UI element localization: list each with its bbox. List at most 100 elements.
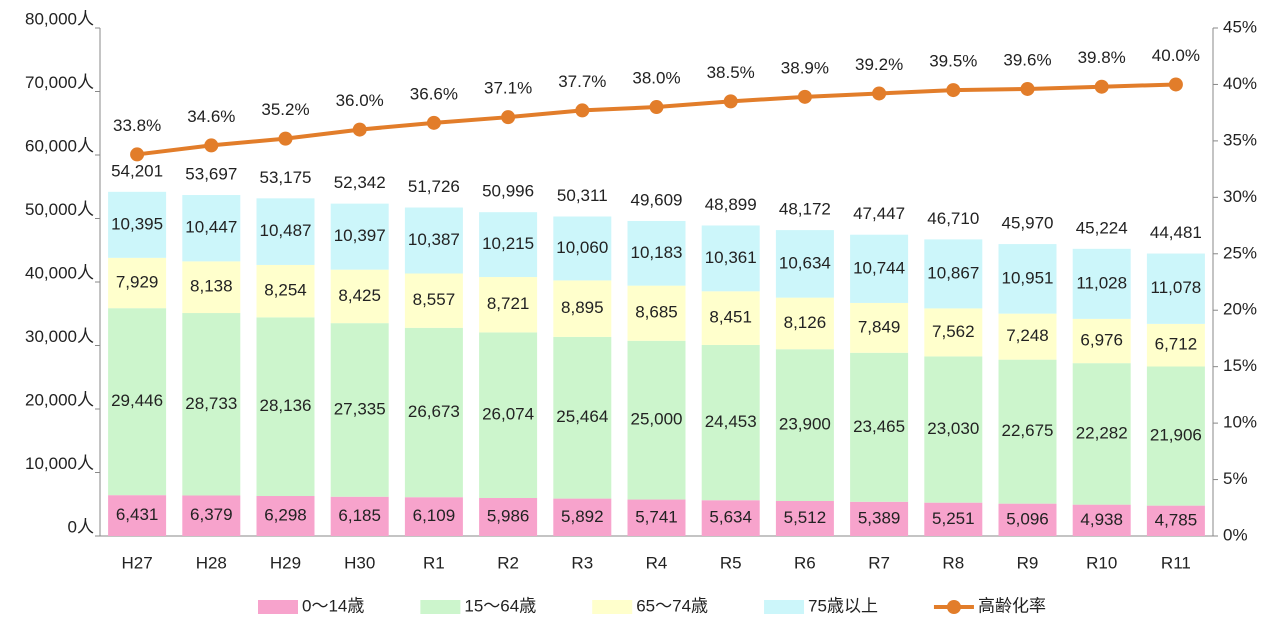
bar-segment [330, 323, 389, 497]
value-label: 8,895 [561, 298, 604, 317]
total-label: 50,996 [482, 182, 534, 201]
bar-segment [1072, 504, 1131, 536]
bar-segment [627, 285, 686, 341]
value-label: 6,379 [190, 505, 233, 524]
total-label: 50,311 [557, 186, 608, 205]
legend-swatch [764, 600, 805, 614]
y2-tick-label: 15% [1223, 356, 1257, 375]
total-label: 49,609 [631, 190, 683, 209]
value-label: 5,986 [487, 506, 530, 525]
x-tick-label: H30 [344, 553, 375, 572]
bar-segment [256, 496, 315, 536]
line-value-label: 38.9% [781, 58, 829, 77]
bar-segment [479, 277, 538, 333]
x-tick-label: H28 [196, 553, 227, 572]
x-tick-label: R4 [646, 553, 668, 572]
total-label: 44,481 [1150, 223, 1202, 242]
line-point [1020, 81, 1035, 96]
bar-segment [627, 220, 686, 286]
line-point [1094, 79, 1109, 94]
value-label: 10,060 [556, 238, 608, 257]
value-label: 29,446 [111, 391, 163, 410]
bar-segment [330, 203, 389, 270]
line-point [426, 115, 441, 130]
legend-swatch [258, 600, 298, 614]
bar-segment [182, 495, 241, 536]
value-label: 5,251 [932, 509, 975, 528]
total-label: 48,172 [779, 200, 831, 219]
y-tick-label: 50,000人 [25, 200, 94, 219]
bar-segment [553, 280, 612, 337]
line-value-label: 34.6% [187, 107, 235, 126]
line-value-label: 40.0% [1152, 46, 1200, 65]
value-label: 23,465 [853, 417, 905, 436]
bar-segment [330, 496, 389, 536]
value-label: 8,425 [338, 286, 381, 305]
y-tick-label: 60,000人 [25, 136, 94, 155]
bar-segment [775, 349, 834, 501]
total-label: 48,899 [705, 195, 757, 214]
value-label: 28,136 [260, 396, 312, 415]
bar-segment [479, 212, 538, 278]
bar-segment [775, 500, 834, 536]
bar-segment [701, 500, 760, 536]
value-label: 8,138 [190, 277, 233, 296]
value-label: 11,028 [1076, 273, 1127, 292]
legend-label: 高齢化率 [978, 596, 1046, 615]
total-label: 54,201 [111, 161, 163, 180]
value-label: 6,712 [1155, 335, 1198, 354]
x-tick-label: R1 [423, 553, 445, 572]
bar-segment [1146, 253, 1205, 324]
bar-segment [998, 313, 1057, 360]
bar-segment [924, 356, 983, 503]
value-label: 5,741 [635, 507, 678, 526]
bar-segment [701, 225, 760, 292]
value-label: 4,938 [1080, 510, 1123, 529]
line-point [204, 138, 219, 153]
y2-tick-label: 20% [1223, 300, 1257, 319]
bar-segment [404, 273, 463, 328]
bar-segment [775, 297, 834, 350]
x-tick-label: R5 [720, 553, 742, 572]
y-tick-label: 40,000人 [25, 263, 94, 282]
line-point [797, 89, 812, 104]
bar-segment [701, 291, 760, 345]
line-point [1168, 77, 1183, 92]
value-label: 5,892 [561, 507, 604, 526]
value-label: 26,074 [482, 405, 534, 424]
line-value-label: 39.5% [929, 52, 977, 71]
bar-segment [404, 497, 463, 536]
total-label: 52,342 [334, 173, 386, 192]
line-value-label: 39.8% [1078, 48, 1126, 67]
value-label: 25,464 [556, 407, 608, 426]
line-point [501, 110, 516, 125]
bar-segment [108, 495, 167, 536]
x-tick-label: R10 [1086, 553, 1117, 572]
bar-segment [627, 499, 686, 536]
bar-segment [256, 264, 315, 318]
value-label: 26,673 [408, 402, 460, 421]
value-label: 10,397 [334, 226, 386, 245]
bar-segment [108, 257, 167, 309]
value-label: 10,183 [631, 243, 683, 262]
bar-segment [850, 352, 909, 502]
bar-segment [1146, 323, 1205, 367]
bar-segment [1072, 248, 1131, 319]
bar-segment [553, 498, 612, 536]
bar-segment [182, 261, 241, 314]
x-tick-label: R9 [1017, 553, 1039, 572]
bar-segment [924, 308, 983, 357]
bar-segment [1072, 318, 1131, 364]
y2-tick-label: 30% [1223, 187, 1257, 206]
line-value-label: 35.2% [261, 100, 309, 119]
value-label: 8,557 [413, 290, 456, 309]
x-tick-label: H27 [122, 553, 153, 572]
bar-segment [998, 359, 1057, 504]
line-value-label: 33.8% [113, 116, 161, 135]
line-point [278, 131, 293, 146]
value-label: 10,744 [853, 258, 905, 277]
line-value-label: 38.5% [707, 63, 755, 82]
value-label: 21,906 [1150, 426, 1202, 445]
bar-segment [850, 501, 909, 536]
bar-segment [182, 195, 241, 262]
